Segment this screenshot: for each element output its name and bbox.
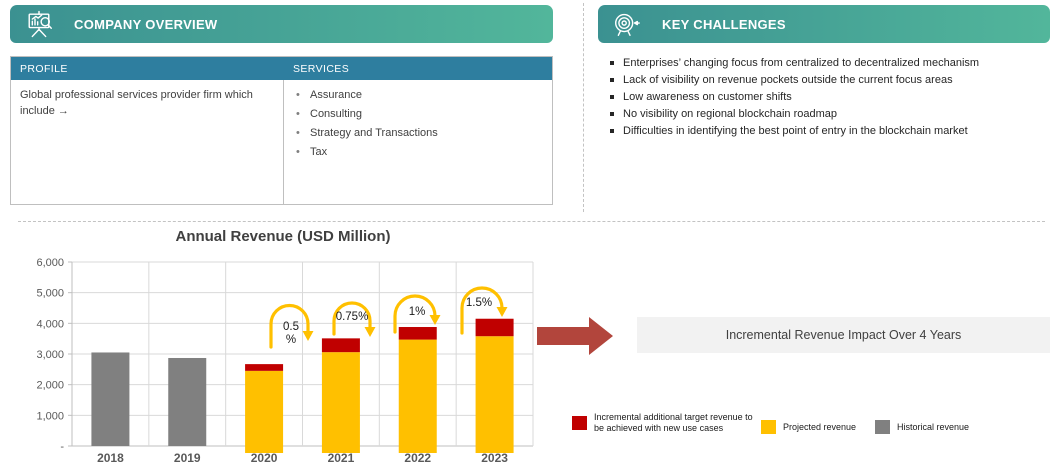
challenge-item: Difficulties in identifying the best poi… [610, 126, 1050, 138]
table-header-services: SERVICES [293, 62, 350, 75]
table-header-row: PROFILE SERVICES [11, 57, 552, 80]
challenge-item: Low awareness on customer shifts [610, 92, 1050, 104]
profile-cell: Global professional services provider fi… [11, 80, 284, 204]
service-item: Consulting [296, 107, 542, 123]
svg-text:-: - [60, 441, 64, 453]
svg-text:2021: 2021 [328, 451, 355, 465]
svg-text:6,000: 6,000 [36, 257, 64, 269]
horizontal-dashed-divider [18, 221, 1045, 222]
svg-text:2020: 2020 [251, 451, 278, 465]
right-arrow-icon [537, 317, 613, 355]
annual-revenue-bar-chart: 6,000 5,000 4,000 3,000 2,000 1,000 - 2018 2019 2… [36, 257, 534, 465]
challenge-item: Lack of visibility on revenue pockets ou… [610, 74, 1050, 87]
company-overview-title: COMPANY OVERVIEW [74, 16, 218, 32]
key-challenges-banner: KEY CHALLENGES [598, 5, 1050, 43]
svg-text:5,000: 5,000 [36, 288, 64, 300]
service-item: Strategy and Transactions [296, 126, 542, 142]
legend-swatch-incremental [572, 415, 587, 430]
svg-text:2,000: 2,000 [36, 380, 64, 392]
presentation-chart-magnifier-icon [21, 8, 57, 40]
key-challenges-title: KEY CHALLENGES [662, 16, 786, 32]
company-overview-table: PROFILE SERVICES Global professional ser… [10, 56, 553, 205]
legend-swatch-historical [875, 420, 890, 434]
legend-item-incremental: Incremental additional target revenue to… [572, 412, 757, 434]
service-item: Tax [296, 145, 542, 161]
chart-title: Annual Revenue (USD Million) [175, 228, 391, 245]
legend-item-historical: Historical revenue [875, 420, 969, 434]
legend-label-historical: Historical revenue [897, 421, 970, 432]
svg-text:4,000: 4,000 [36, 318, 64, 330]
legend-item-projected: Projected revenue [761, 420, 856, 434]
svg-text:0.75%: 0.75% [336, 311, 369, 323]
svg-text:2022: 2022 [404, 451, 431, 465]
legend-swatch-projected [761, 420, 776, 434]
table-body-row: Global professional services provider fi… [11, 80, 552, 204]
key-challenges-list: Enterprises’ changing focus from central… [610, 57, 1050, 143]
svg-text:2019: 2019 [174, 451, 201, 465]
vertical-dashed-divider [583, 3, 584, 212]
svg-text:1,000: 1,000 [36, 410, 64, 422]
svg-text:2023: 2023 [481, 451, 508, 465]
services-cell: Assurance Consulting Strategy and Transa… [284, 80, 552, 204]
challenge-item: Enterprises’ changing focus from central… [610, 57, 1050, 70]
svg-text:2018: 2018 [97, 451, 124, 465]
services-list: Assurance Consulting Strategy and Transa… [293, 88, 542, 161]
target-dart-icon [609, 8, 645, 40]
impact-box: Incremental Revenue Impact Over 4 Years [637, 317, 1050, 353]
svg-text:0.5%: 0.5% [283, 321, 299, 346]
table-header-profile: PROFILE [20, 62, 68, 75]
challenge-item: No visibility on regional blockchain roa… [610, 109, 1050, 121]
svg-text:3,000: 3,000 [36, 349, 64, 361]
service-item: Assurance [296, 88, 542, 104]
company-overview-banner: COMPANY OVERVIEW [10, 5, 553, 43]
legend-label-incremental: Incremental additional target revenue to… [594, 412, 753, 433]
svg-text:1.5%: 1.5% [466, 297, 492, 309]
svg-text:1%: 1% [409, 306, 426, 318]
legend-label-projected: Projected revenue [783, 421, 857, 432]
